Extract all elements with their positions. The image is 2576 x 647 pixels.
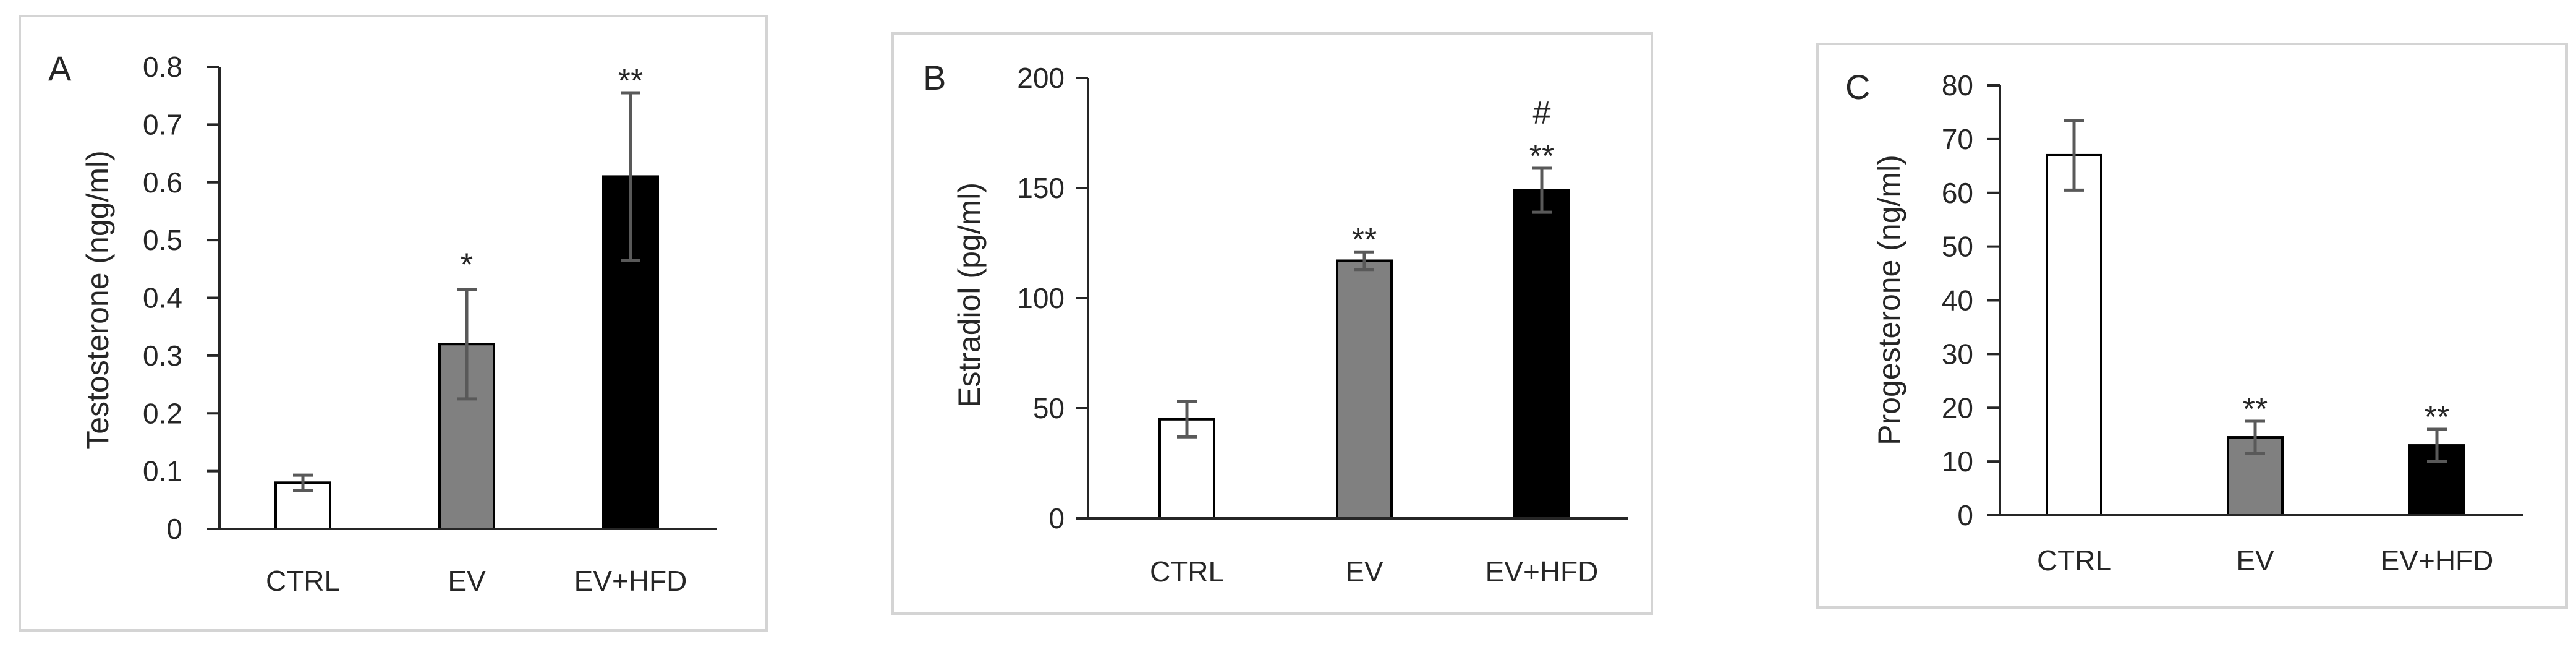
panel-a-significance-mark: ** (618, 63, 643, 99)
panel-b-error-bar (1354, 250, 1374, 272)
panel-a-y-tick-label: 0.5 (143, 224, 182, 256)
panel-a-y-tick-label: 0.3 (143, 340, 182, 372)
panel-c-y-tick-label: 0 (1957, 499, 1973, 531)
panel-b-significance-mark: ** (1529, 139, 1554, 174)
panel-b-error-bar (1177, 400, 1197, 439)
panel-b: B Estradiol (pg/ml) 0 50 100 150 200 CTRL ** EV… (891, 32, 1653, 615)
panel-c-plot: 0 10 20 30 40 50 60 70 80 CTRL ** EV ** EV+HFD (1942, 69, 2523, 576)
panel-c-error-bar (2064, 118, 2084, 192)
panel-c-y-tick-label: 30 (1942, 338, 1973, 370)
panel-b-y-tick-label: 100 (1017, 282, 1065, 314)
panel-b-y-tick-label: 150 (1017, 172, 1065, 204)
panel-a-y-tick-label: 0.6 (143, 166, 182, 199)
panel-b-bar-ev (1336, 259, 1393, 520)
panel-c-y-tick-label: 70 (1942, 123, 1973, 155)
panel-a-y-tick-label: 0.4 (143, 282, 182, 314)
panel-b-y-tick-label: 0 (1048, 502, 1065, 534)
panel-b-y-tick-label: 200 (1017, 62, 1065, 94)
panel-c-frame (1816, 43, 2568, 609)
panel-c-category-label: EV+HFD (2381, 544, 2494, 576)
panel-b-y-axis-title: Estradiol (pg/ml) (952, 182, 987, 408)
panel-c-y-tick-label: 60 (1942, 177, 1973, 209)
panel-a-category-label: EV (448, 565, 486, 597)
panel-b-category-label: CTRL (1150, 555, 1224, 588)
panel-a-y-tick-label: 0.1 (143, 455, 182, 487)
panel-b-category-label: EV (1345, 555, 1384, 588)
panel-c: C Progesterone (ng/ml) 0 10 20 30 40 50 60 70 80… (1816, 43, 2568, 609)
panel-c-category-label: CTRL (2037, 544, 2111, 576)
panel-a-y-tick-label: 0.8 (143, 51, 182, 83)
panel-a: A Testosterone (ngg/ml) 0 0.1 0.2 0.3 0.4 0.5… (19, 15, 768, 632)
panel-c-y-tick-label: 40 (1942, 285, 1973, 317)
panel-a-category-label: CTRL (266, 565, 340, 597)
panel-c-y-tick-label: 50 (1942, 231, 1973, 263)
panel-a-letter: A (48, 49, 72, 88)
panel-a-y-axis-title: Testosterone (ngg/ml) (80, 150, 115, 450)
panel-b-error-bar (1532, 166, 1552, 214)
panel-a-y-tick-label: 0.2 (143, 397, 182, 429)
panel-a-category-label: EV+HFD (574, 565, 687, 597)
panel-a-error-bar (621, 91, 640, 262)
panel-c-y-axis-title: Progesterone (ng/ml) (1872, 155, 1906, 445)
panel-a-y-tick-label: 0.7 (143, 108, 182, 140)
panel-b-category-label: EV+HFD (1486, 555, 1599, 588)
panel-a-significance-mark: * (461, 247, 473, 283)
panel-b-hash-mark: # (1533, 95, 1551, 131)
panel-b-y-tick-label: 50 (1033, 392, 1065, 424)
panel-a-error-bar (457, 287, 477, 401)
panel-b-significance-mark: ** (1352, 222, 1377, 258)
panel-c-letter: C (1845, 67, 1870, 106)
panel-c-bar-ctrl (2046, 153, 2102, 516)
panel-c-y-tick-label: 80 (1942, 69, 1973, 101)
panel-c-error-bar (2245, 419, 2265, 455)
panel-a-y-tick-label: 0 (166, 513, 182, 545)
panel-c-y-tick-label: 10 (1942, 445, 1973, 478)
panel-a-plot: 0 0.1 0.2 0.3 0.4 0.5 0.6 0.7 0.8 CTRL * EV ** EV+HFD (143, 51, 717, 597)
panel-c-significance-mark: ** (2243, 392, 2268, 427)
panel-b-bar-ev-hfd (1513, 189, 1570, 520)
panel-c-error-bar (2427, 427, 2447, 463)
panel-a-error-bar (293, 473, 313, 492)
panel-c-category-label: EV (2236, 544, 2274, 576)
panel-b-plot: 0 50 100 150 200 CTRL ** EV ** # EV+HFD (1017, 62, 1628, 588)
panel-c-significance-mark: ** (2425, 400, 2449, 435)
panel-b-letter: B (923, 58, 946, 97)
panel-c-y-tick-label: 20 (1942, 392, 1973, 424)
